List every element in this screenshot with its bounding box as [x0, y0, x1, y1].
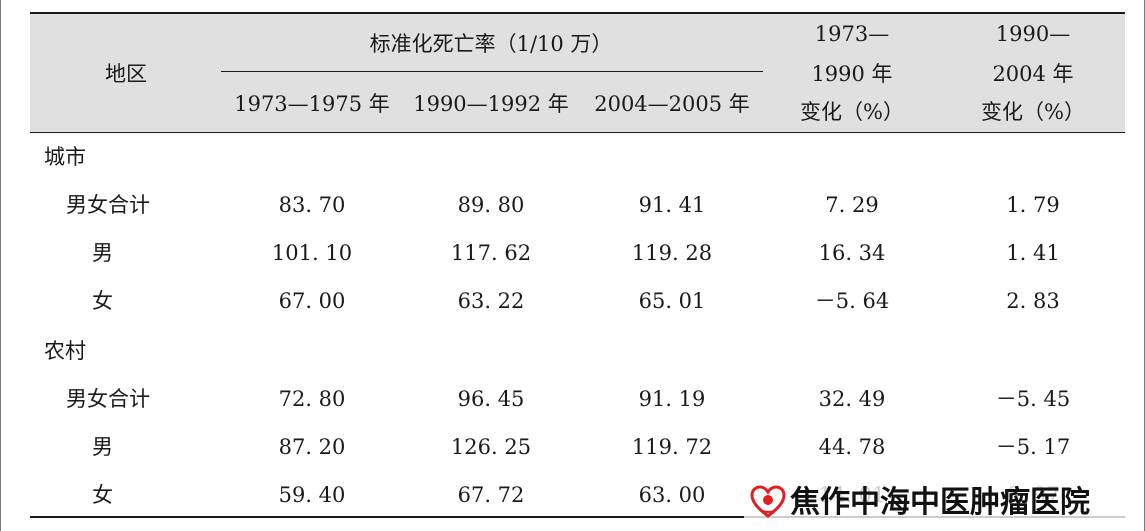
table-cell: 119. 72	[631, 435, 713, 459]
table-cell: 2. 83	[1006, 289, 1060, 313]
top-rule	[30, 12, 1125, 14]
section-label: 城市	[44, 145, 86, 169]
table-cell: 67. 72	[457, 483, 525, 507]
table-cell: 101. 10	[271, 241, 353, 265]
header-change-2-line-1: 1990—	[995, 22, 1071, 46]
table-cell: 16. 34	[818, 241, 886, 265]
table-cell: 89. 80	[457, 193, 525, 217]
row-label: 男	[92, 241, 113, 265]
table-cell: 126. 25	[450, 435, 532, 459]
watermark-text: 焦作中海中医肿瘤医院	[790, 485, 1090, 520]
row-label: 女	[92, 483, 113, 507]
table-cell: 63. 00	[638, 483, 706, 507]
row-label: 男	[92, 435, 113, 459]
header-period-1: 1973—1975 年	[234, 92, 390, 116]
header-region: 地区	[105, 62, 147, 86]
table-cell: －5. 45	[995, 387, 1071, 411]
header-change-2-line-3: 变化（%）	[981, 100, 1085, 124]
header-period-2: 1990—1992 年	[413, 92, 569, 116]
table-cell: 59. 40	[278, 483, 346, 507]
table-cell: 72. 80	[278, 387, 346, 411]
table-cell: 119. 28	[631, 241, 713, 265]
table-cell: 117. 62	[450, 241, 532, 265]
table-cell: －5. 17	[995, 435, 1071, 459]
table-cell: －5. 64	[814, 289, 890, 313]
table-cell: 96. 45	[457, 387, 525, 411]
header-rule	[30, 132, 1125, 133]
header-change-1-line-3: 变化（%）	[800, 100, 904, 124]
table-cell: 67. 00	[278, 289, 346, 313]
heart-logo-icon	[750, 485, 786, 518]
row-label: 男女合计	[66, 193, 150, 217]
watermark: 焦作中海中医肿瘤医院	[744, 482, 1139, 524]
table-cell: 87. 20	[278, 435, 346, 459]
section-label: 农村	[44, 339, 86, 363]
table-cell: 65. 01	[638, 289, 706, 313]
header-rate-group: 标准化死亡率（1/10 万）	[369, 32, 613, 56]
table-cell: 63. 22	[457, 289, 525, 313]
table-cell: 7. 29	[825, 193, 879, 217]
group-header-rule	[221, 71, 763, 72]
table-cell: 32. 49	[818, 387, 886, 411]
table-cell: 44. 78	[818, 435, 886, 459]
header-change-1-line-1: 1973—	[814, 22, 890, 46]
table-cell: 91. 19	[638, 387, 706, 411]
table-cell: 1. 79	[1006, 193, 1060, 217]
header-change-1-line-2: 1990 年	[811, 62, 893, 86]
row-label: 女	[92, 289, 113, 313]
header-period-3: 2004—2005 年	[594, 92, 750, 116]
table-cell: 83. 70	[278, 193, 346, 217]
row-label: 男女合计	[66, 387, 150, 411]
table-cell: 91. 41	[638, 193, 706, 217]
table-header-background	[30, 12, 1125, 132]
table-cell: 1. 41	[1006, 241, 1060, 265]
header-change-2-line-2: 2004 年	[992, 62, 1074, 86]
bottom-rule	[30, 516, 1125, 518]
